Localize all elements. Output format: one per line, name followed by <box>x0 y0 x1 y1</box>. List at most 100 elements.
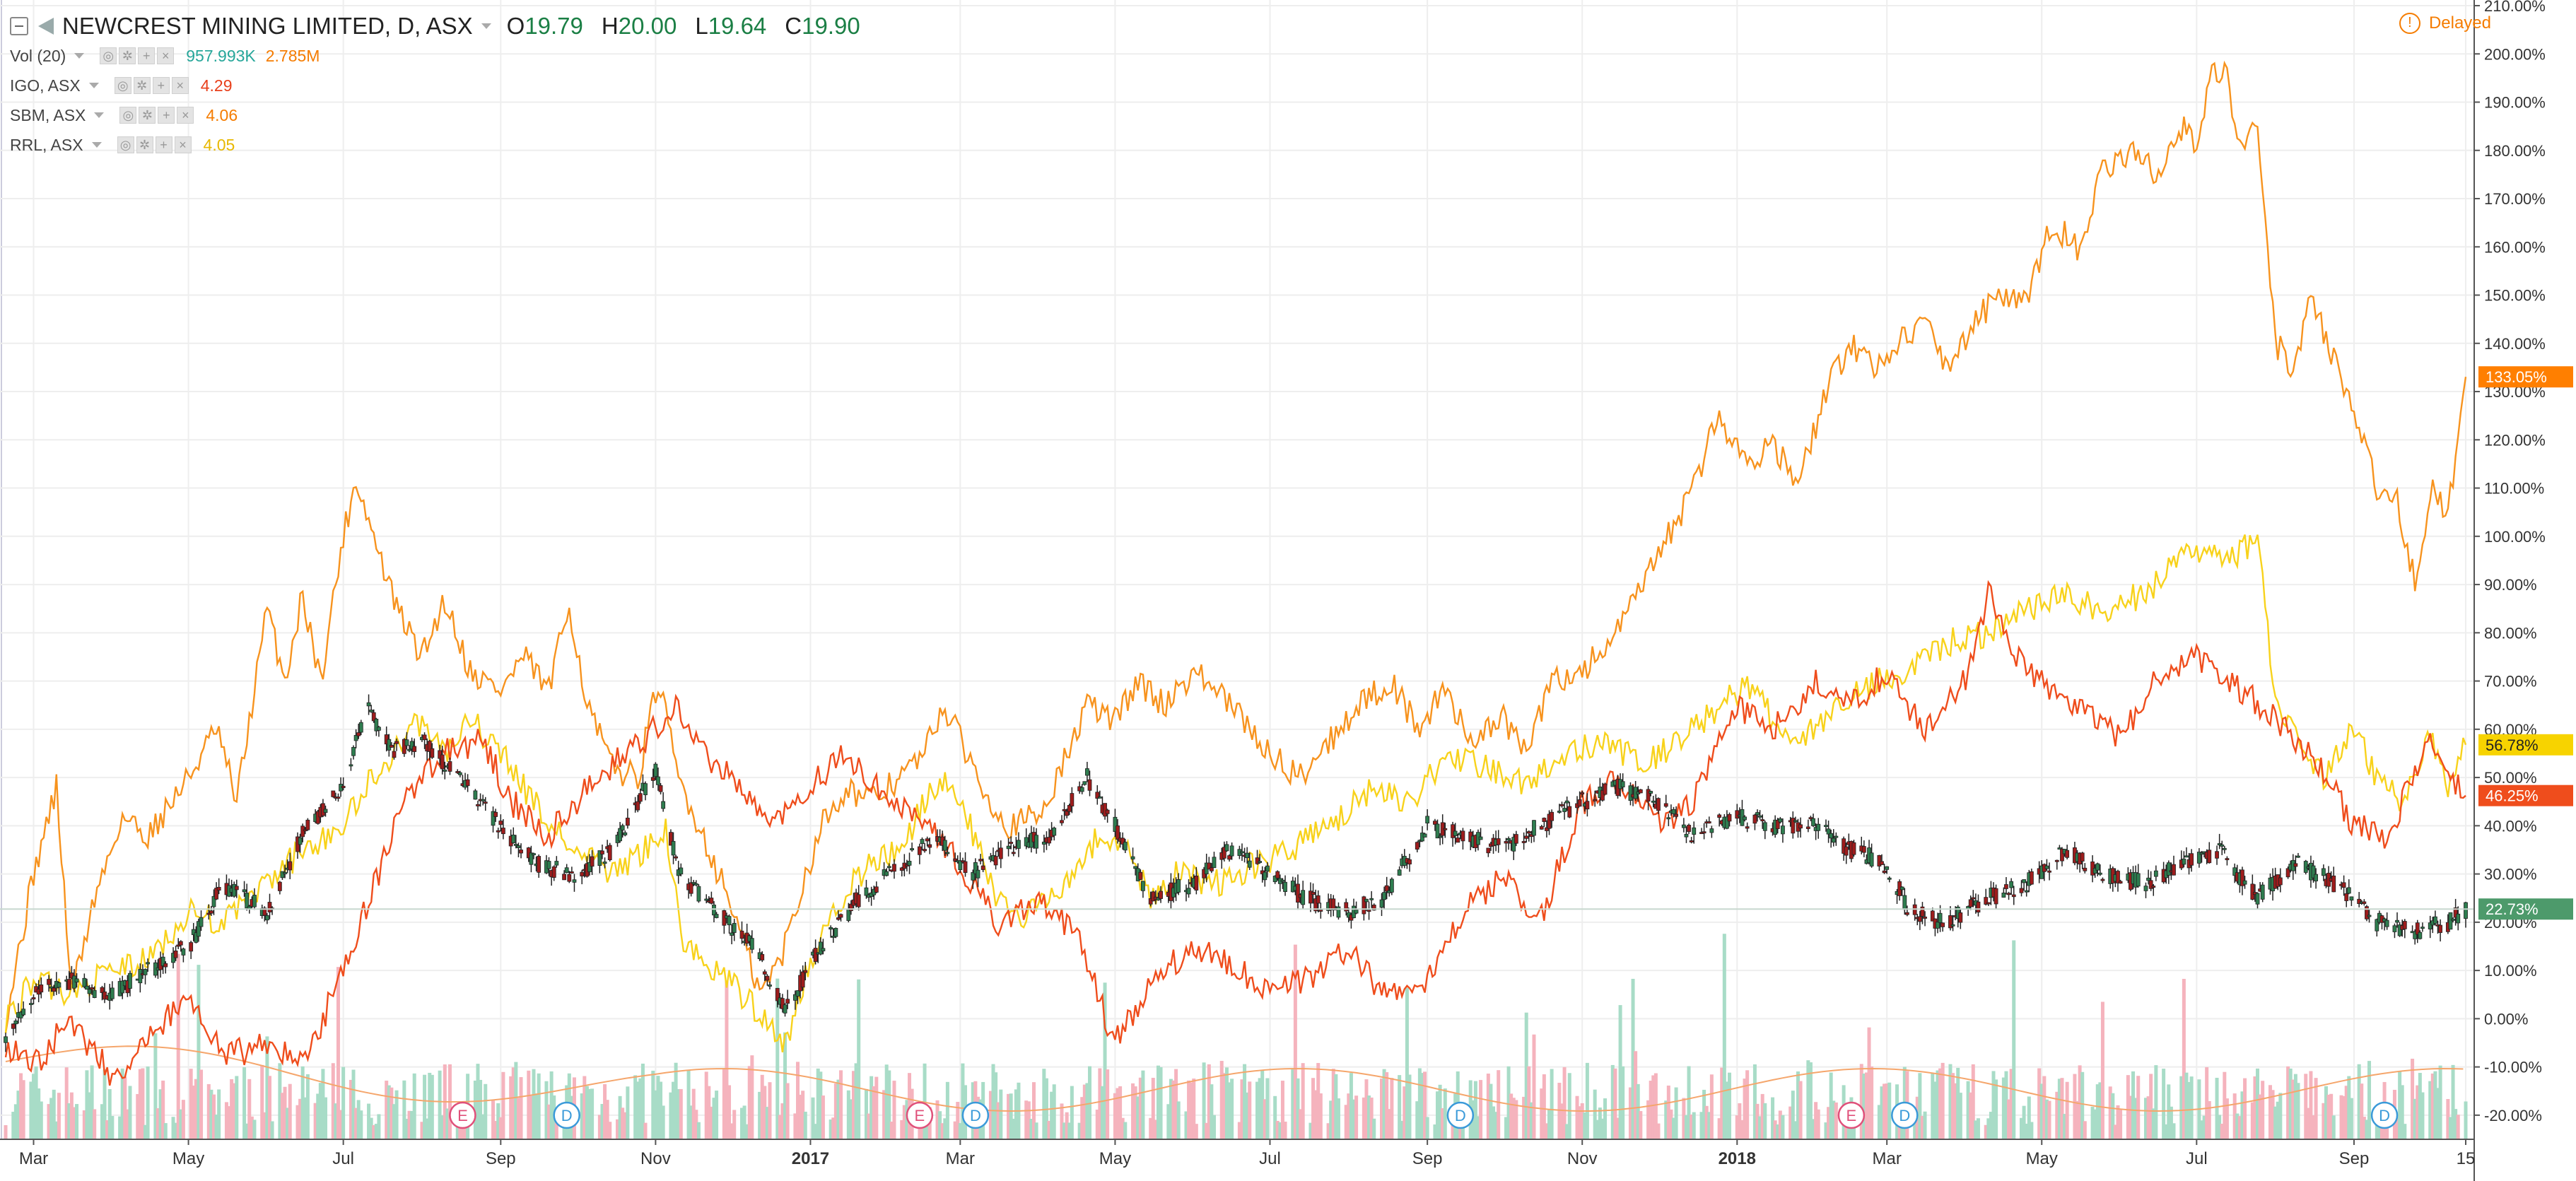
volume-bar <box>2342 1095 2346 1139</box>
candle-body <box>2143 886 2148 891</box>
earnings-marker[interactable] <box>1837 1101 1866 1129</box>
volume-bar <box>1309 1122 1313 1139</box>
candle-body <box>481 799 486 801</box>
close-icon[interactable]: × <box>157 47 175 64</box>
candle-body <box>262 907 267 916</box>
candle-body <box>422 734 427 741</box>
candle-body <box>402 739 406 754</box>
gear-icon[interactable]: ✲ <box>133 77 151 94</box>
dividend-marker[interactable] <box>961 1101 990 1129</box>
candle-body <box>1047 837 1051 844</box>
chevron-down-icon[interactable] <box>74 53 85 59</box>
candle-body <box>973 862 978 874</box>
earnings-marker[interactable] <box>906 1101 934 1129</box>
volume-bar <box>1986 1118 1991 1139</box>
volume-bar <box>1169 1079 1173 1139</box>
volume-bar <box>181 1100 185 1139</box>
dividend-marker[interactable] <box>1891 1101 1919 1129</box>
candle-body <box>829 927 833 930</box>
volume-bar <box>2184 1072 2189 1139</box>
chevron-down-icon[interactable] <box>88 83 99 88</box>
indicator-row-rrl[interactable]: RRL, ASX ◎ ✲ + × 4.05 <box>10 130 879 160</box>
candle-body <box>693 883 698 886</box>
candle-body <box>2060 848 2064 862</box>
flag-icon[interactable] <box>38 18 54 35</box>
volume-bar <box>2042 1076 2047 1139</box>
collapse-icon[interactable] <box>10 17 28 35</box>
plus-icon[interactable]: + <box>155 136 172 153</box>
symbol-title[interactable]: NEWCREST MINING LIMITED, D, ASX <box>62 13 473 39</box>
delayed-indicator[interactable]: ! Delayed <box>2399 13 2491 34</box>
volume-bar <box>2347 1076 2351 1139</box>
candle-body <box>1186 888 1191 895</box>
dividend-marker[interactable] <box>1446 1101 1475 1129</box>
gear-icon[interactable]: ✲ <box>136 136 153 153</box>
dividend-marker[interactable] <box>553 1101 580 1129</box>
volume-bar <box>1400 1120 1404 1139</box>
candle-body <box>1514 834 1518 844</box>
time-axis[interactable]: Mar May Jul Sep Nov 2017 Mar May Jul Sep Nov 2018 Ma… <box>0 1139 2475 1168</box>
volume-bar <box>1567 1073 1571 1139</box>
volume-bar <box>1936 1070 1940 1139</box>
candle-body <box>2097 872 2102 875</box>
plus-icon[interactable]: + <box>152 77 170 94</box>
close-icon[interactable]: × <box>174 136 192 153</box>
volume-bar <box>2133 1098 2138 1139</box>
candle-body <box>1811 818 1815 826</box>
gear-icon[interactable]: ✲ <box>119 47 136 64</box>
chevron-down-icon[interactable] <box>481 23 491 29</box>
candle-body <box>1486 847 1491 854</box>
volume-bar <box>1245 1092 1249 1139</box>
indicator-row-sbm[interactable]: SBM, ASX ◎ ✲ + × 4.06 <box>10 100 879 130</box>
volume-bar <box>605 1100 609 1139</box>
volume-bar <box>1666 1085 1670 1139</box>
candle-body <box>2022 879 2027 883</box>
volume-bar <box>1811 1119 1815 1139</box>
volume-bar <box>902 1105 906 1139</box>
volume-bar <box>1631 978 1635 1139</box>
volume-bar <box>938 1111 942 1139</box>
gear-icon[interactable]: ✲ <box>139 107 156 124</box>
volume-bar <box>2256 1068 2260 1139</box>
dividend-marker[interactable] <box>2370 1101 2399 1129</box>
candle-body <box>978 859 983 862</box>
volume-bar <box>481 1114 485 1139</box>
candle-body <box>1791 818 1796 834</box>
close-icon[interactable]: × <box>177 107 194 124</box>
candle-body <box>1496 838 1501 845</box>
candle-body <box>265 915 269 921</box>
chevron-down-icon[interactable] <box>94 112 105 118</box>
plus-icon[interactable]: + <box>158 107 175 124</box>
eye-icon[interactable]: ◎ <box>114 77 131 94</box>
y-tick-label: 150.00% <box>2484 287 2546 305</box>
candle-body <box>163 963 168 968</box>
volume-bar <box>534 1093 539 1139</box>
candle-body <box>795 990 800 997</box>
candle-body <box>1371 905 1376 911</box>
earnings-marker[interactable] <box>449 1101 476 1129</box>
volume-bar <box>1938 1068 1943 1139</box>
last-value-label: 133.05% <box>2486 368 2547 386</box>
volume-bar <box>120 1068 124 1139</box>
eye-icon[interactable]: ◎ <box>117 136 134 153</box>
candle-body <box>206 912 211 915</box>
candle-body <box>1095 792 1100 799</box>
candle-body <box>1950 924 1955 927</box>
eye-icon[interactable]: ◎ <box>100 47 117 64</box>
eye-icon[interactable]: ◎ <box>119 107 137 124</box>
volume-bar <box>1202 1062 1206 1139</box>
close-icon[interactable]: × <box>171 77 189 94</box>
candle-body <box>2285 868 2290 878</box>
volume-bar <box>1832 1100 1836 1139</box>
price-axis[interactable]: -20.00%-10.00%0.00%10.00%20.00%30.00%40.… <box>2473 0 2546 1181</box>
indicator-row-volume[interactable]: Vol (20) ◎ ✲ + × 957.993K 2.785M <box>10 41 879 71</box>
candle-body <box>1762 822 1767 831</box>
volume-bar <box>1230 1079 1234 1139</box>
plus-icon[interactable]: + <box>138 47 156 64</box>
volume-bar <box>2057 1079 2061 1139</box>
last-value-badge <box>2478 366 2573 388</box>
indicator-row-igo[interactable]: IGO, ASX ◎ ✲ + × 4.29 <box>10 71 879 100</box>
chevron-down-icon[interactable] <box>91 142 102 148</box>
